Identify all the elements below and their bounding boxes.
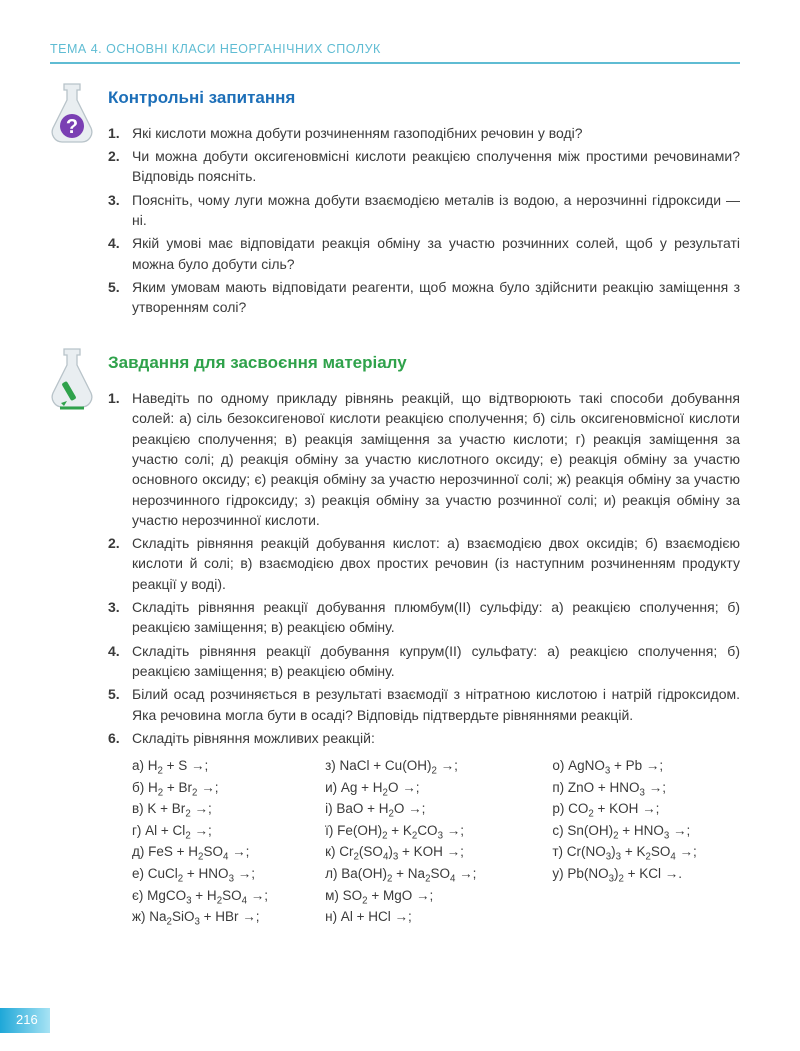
reaction-cell: б) H2 + Br2 →; xyxy=(132,778,311,798)
reaction-cell: і) BaO + H2O →; xyxy=(325,799,538,819)
task-item: Наведіть по одному прикладу рівнянь реак… xyxy=(108,388,740,530)
tasks-section: Завдання для засвоєння матеріалу Наведіт… xyxy=(50,351,740,926)
reaction-cell: к) Cr2(SO4)3 + KOH →; xyxy=(325,842,538,862)
reaction-cell: т) Cr(NO3)3 + K2SO4 →; xyxy=(552,842,740,862)
reaction-cell: е) CuCl2 + HNO3 →; xyxy=(132,864,311,884)
reaction-cell xyxy=(552,907,740,927)
page: ТЕМА 4. ОСНОВНІ КЛАСИ НЕОРГАНІЧНИХ СПОЛУ… xyxy=(0,0,800,1051)
control-list: Які кислоти можна добути розчиненням газ… xyxy=(108,123,740,318)
reaction-cell: г) Al + Cl2 →; xyxy=(132,821,311,841)
control-item: Яким умовам мають відповідати реагенти, … xyxy=(108,277,740,318)
tasks-list: Наведіть по одному прикладу рівнянь реак… xyxy=(108,388,740,927)
task-item: Складіть рівняння реакції добування плюм… xyxy=(108,597,740,638)
reaction-cell: р) CO2 + KOH →; xyxy=(552,799,740,819)
question-flask-icon: ? xyxy=(44,80,100,150)
reaction-cell: н) Al + HCl →; xyxy=(325,907,538,927)
task-item: Білий осад розчиняється в результаті вза… xyxy=(108,684,740,725)
control-item: Чи можна добути оксигеновмісні кислоти р… xyxy=(108,146,740,187)
reaction-cell: и) Ag + H2O →; xyxy=(325,778,538,798)
reaction-cell: ж) Na2SiO3 + HBr →; xyxy=(132,907,311,927)
page-number: 216 xyxy=(0,1008,50,1033)
svg-text:?: ? xyxy=(66,116,78,138)
reaction-cell: м) SO2 + MgO →; xyxy=(325,886,538,906)
task-item: Складіть рівняння реакції добування купр… xyxy=(108,641,740,682)
control-title: Контрольні запитання xyxy=(108,86,740,111)
control-item: Якій умові має відповідати реакція обмін… xyxy=(108,233,740,274)
reaction-cell: с) Sn(OH)2 + HNO3 →; xyxy=(552,821,740,841)
reaction-cell: о) AgNO3 + Pb →; xyxy=(552,756,740,776)
reaction-cell: у) Pb(NO3)2 + KCl →. xyxy=(552,864,740,884)
control-item: Які кислоти можна добути розчиненням газ… xyxy=(108,123,740,143)
reaction-cell xyxy=(552,886,740,906)
reaction-cell: з) NaCl + Cu(OH)2 →; xyxy=(325,756,538,776)
reaction-cell: ї) Fe(OH)2 + K2CO3 →; xyxy=(325,821,538,841)
control-item: Поясніть, чому луги можна добути взаємод… xyxy=(108,190,740,231)
chapter-header: ТЕМА 4. ОСНОВНІ КЛАСИ НЕОРГАНІЧНИХ СПОЛУ… xyxy=(50,40,740,64)
reaction-cell: п) ZnO + HNO3 →; xyxy=(552,778,740,798)
reactions-grid: а) H2 + S →; з) NaCl + Cu(OH)2 →; о) AgNO3… xyxy=(132,756,740,927)
reaction-cell: а) H2 + S →; xyxy=(132,756,311,776)
reaction-cell: в) K + Br2 →; xyxy=(132,799,311,819)
reaction-cell: л) Ba(OH)2 + Na2SO4 →; xyxy=(325,864,538,884)
reaction-cell: д) FeS + H2SO4 →; xyxy=(132,842,311,862)
tasks-title: Завдання для засвоєння матеріалу xyxy=(108,351,740,376)
task-item: Складіть рівняння можливих реакцій:а) H2… xyxy=(108,728,740,927)
control-questions-section: ? Контрольні запитання Які кислоти можна… xyxy=(50,86,740,317)
pencil-flask-icon xyxy=(44,345,100,415)
reaction-cell: є) MgCO3 + H2SO4 →; xyxy=(132,886,311,906)
task-item: Складіть рівняння реакцій добування кисл… xyxy=(108,533,740,594)
